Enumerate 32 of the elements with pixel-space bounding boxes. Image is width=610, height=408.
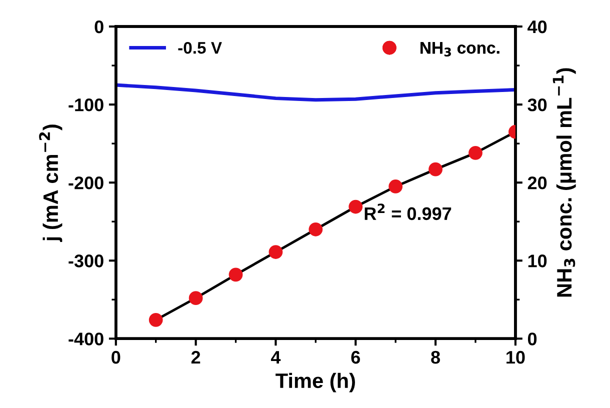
x-tick-label: 8 [431, 350, 440, 364]
x-tick-label: 10 [506, 350, 525, 364]
y2-axis-title: NH$_{3}$ conc. (μmol mL$^{−1}$) [552, 68, 576, 297]
point [388, 180, 403, 194]
point [468, 146, 482, 160]
legend-label: -0.5 V [178, 42, 222, 54]
x-tick-label: 0 [112, 350, 120, 364]
point [268, 245, 283, 259]
x-tick-label: 4 [270, 351, 281, 364]
point [188, 291, 203, 306]
y2-tick-label: 0 [528, 332, 537, 346]
point [348, 200, 363, 214]
y2-tick-label: 40 [528, 20, 547, 34]
y2-tick-label: 30 [528, 98, 547, 112]
y-tick-label: -300 [68, 254, 104, 268]
x-axis-title: Time (h) [276, 372, 355, 392]
line-series [116, 83, 516, 102]
y2-tick-label: 10 [528, 254, 547, 268]
annotation: R$^{2}$ = 0.997 [364, 204, 452, 220]
y-axis-title: j (mA cm$^{−2}$) [39, 124, 62, 242]
y-tick-label: -100 [68, 98, 104, 112]
y2-tick-label: 20 [528, 176, 547, 190]
point [148, 312, 163, 327]
x-tick-label: 2 [191, 350, 200, 364]
point [428, 162, 442, 176]
legend-label: NH$_{3}$ conc. [420, 42, 500, 56]
point [308, 222, 323, 236]
y-tick-label: -400 [68, 332, 104, 346]
x-tick-label: 6 [351, 350, 360, 364]
point [228, 268, 243, 282]
y-tick-label: 0 [94, 20, 104, 34]
y-tick-label: -200 [68, 176, 104, 190]
